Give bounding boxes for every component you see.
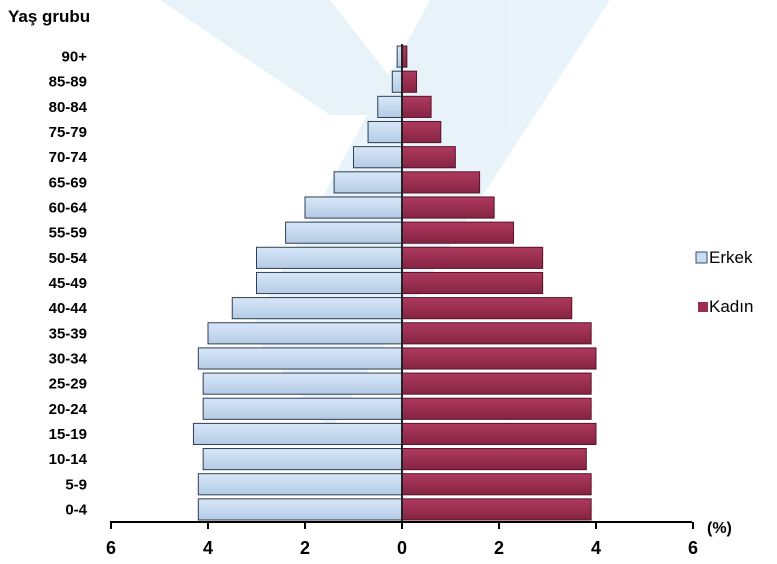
x-tick-label: 2 <box>300 538 310 558</box>
age-label-65-69: 65-69 <box>49 174 87 191</box>
bar-erkek-20-24 <box>202 397 403 420</box>
bar-kadin-70-74 <box>401 146 456 169</box>
bar-kadin-20-24 <box>401 397 592 420</box>
bar-kadin-80-84 <box>401 95 432 118</box>
bar-erkek-5-9 <box>197 473 403 496</box>
bar-kadin-35-39 <box>401 322 592 345</box>
age-labels-group: 0-4 5-9 10-14 15-19 20-24 25-29 30-34 35-39 40-4… <box>49 49 88 519</box>
bar-erkek-35-39 <box>207 322 403 345</box>
legend-item-kadin: Kadın <box>698 297 753 316</box>
x-tick-label: 6 <box>106 538 116 558</box>
age-label-20-24: 20-24 <box>49 401 88 418</box>
x-axis: 6 4 2 0 2 4 6 <box>106 521 698 558</box>
x-tick-label: 4 <box>203 538 213 558</box>
bar-erkek-65-69 <box>333 171 403 194</box>
age-label-50-54: 50-54 <box>49 250 88 267</box>
bar-kadin-45-49 <box>401 271 544 295</box>
bar-erkek-50-54 <box>256 246 403 269</box>
bar-kadin-15-19 <box>401 422 597 446</box>
x-tick-label: 6 <box>688 538 698 558</box>
x-axis-unit: (%) <box>707 520 732 537</box>
age-label-90+: 90+ <box>62 49 88 66</box>
age-label-25-29: 25-29 <box>49 376 87 393</box>
bar-kadin-10-14 <box>401 448 587 471</box>
x-tick-label: 4 <box>591 538 601 558</box>
bar-kadin-0-4 <box>401 498 592 521</box>
bar-erkek-0-4 <box>197 498 403 521</box>
age-label-70-74: 70-74 <box>49 149 88 166</box>
age-label-30-34: 30-34 <box>49 350 88 367</box>
bar-erkek-40-44 <box>231 297 403 320</box>
x-ticks-group: 6 4 2 0 2 4 6 <box>106 522 698 558</box>
bar-kadin-50-54 <box>401 246 544 269</box>
bar-erkek-30-34 <box>197 347 403 370</box>
bar-kadin-85-89 <box>401 70 418 93</box>
age-label-80-84: 80-84 <box>49 99 88 116</box>
bar-erkek-70-74 <box>353 146 403 169</box>
age-label-0-4: 0-4 <box>65 501 87 518</box>
age-label-45-49: 45-49 <box>49 275 87 292</box>
bar-erkek-55-59 <box>285 221 403 244</box>
age-label-40-44: 40-44 <box>49 300 88 317</box>
age-label-15-19: 15-19 <box>49 426 87 443</box>
bar-erkek-60-64 <box>304 196 403 219</box>
bar-kadin-25-29 <box>401 372 592 395</box>
bar-kadin-55-59 <box>401 221 515 244</box>
bar-erkek-75-79 <box>367 120 403 144</box>
bar-kadin-60-64 <box>401 196 495 219</box>
bar-erkek-80-84 <box>377 95 403 118</box>
age-label-5-9: 5-9 <box>65 476 87 493</box>
age-label-75-79: 75-79 <box>49 124 87 141</box>
age-label-60-64: 60-64 <box>49 200 88 217</box>
legend-swatch-kadin <box>698 302 708 312</box>
bar-kadin-75-79 <box>401 120 442 144</box>
bar-erkek-25-29 <box>202 372 403 395</box>
legend-item-erkek: Erkek <box>695 248 753 267</box>
x-tick-label: 0 <box>397 538 407 558</box>
bar-erkek-15-19 <box>192 422 403 446</box>
age-label-35-39: 35-39 <box>49 325 87 342</box>
legend-label-kadin: Kadın <box>709 297 753 316</box>
legend: Erkek Kadın <box>695 248 753 316</box>
legend-swatch-erkek <box>695 251 708 264</box>
x-tick-label: 2 <box>494 538 504 558</box>
bar-erkek-10-14 <box>202 448 403 471</box>
bar-kadin-5-9 <box>401 473 592 496</box>
bar-kadin-40-44 <box>401 297 573 320</box>
age-label-10-14: 10-14 <box>49 451 88 468</box>
age-label-55-59: 55-59 <box>49 225 87 242</box>
age-label-85-89: 85-89 <box>49 74 87 91</box>
bar-kadin-65-69 <box>401 171 481 194</box>
bar-erkek-45-49 <box>256 271 403 295</box>
bar-kadin-30-34 <box>401 347 597 370</box>
legend-label-erkek: Erkek <box>709 248 753 267</box>
bars-group <box>192 45 597 521</box>
bar-erkek-85-89 <box>391 70 403 93</box>
y-axis-title: Yaş grubu <box>8 7 90 26</box>
